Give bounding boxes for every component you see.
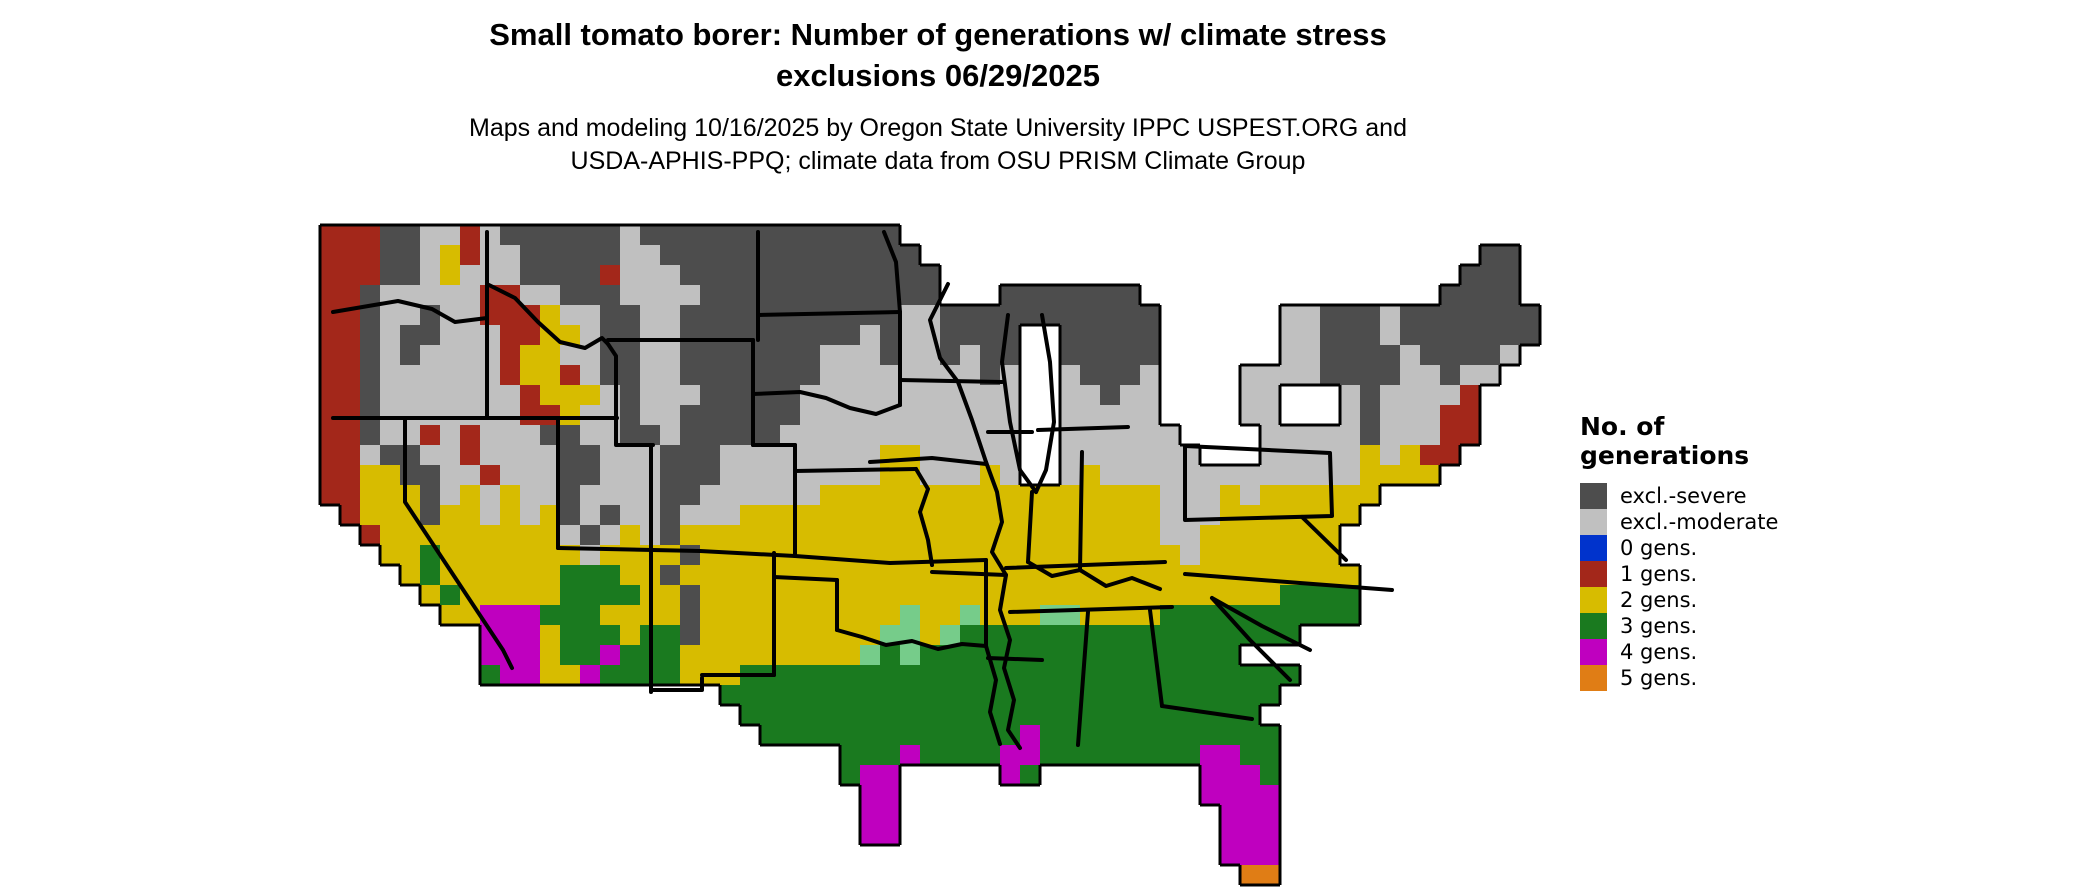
legend-title: No. of generations [1580,412,1778,470]
legend-label: 5 gens. [1620,666,1698,690]
legend-swatch [1580,535,1607,561]
legend-item: 1 gens. [1580,561,1778,587]
legend-title-line1: No. of [1580,412,1665,441]
state-borders [331,230,1394,750]
national-outline [318,223,1542,887]
legend-label: excl.-moderate [1620,510,1779,534]
legend-swatch [1580,483,1607,509]
map-title-line1: Small tomato borer: Number of generation… [489,17,1387,52]
legend-swatch [1580,561,1607,587]
map-subtitle-line2: USDA-APHIS-PPQ; climate data from OSU PR… [570,147,1306,175]
legend-items: excl.-severe excl.-moderate 0 gens. 1 gens.… [1580,483,1778,691]
legend-swatch [1580,509,1607,535]
legend: No. of generations excl.-severe excl.-mod… [1580,412,1778,691]
legend-item: 0 gens. [1580,535,1778,561]
map-subtitle-line1: Maps and modeling 10/16/2025 by Oregon S… [469,114,1407,142]
legend-swatch [1580,587,1607,613]
legend-title-line2: generations [1580,441,1750,470]
legend-swatch [1580,613,1607,639]
legend-swatch [1580,639,1607,665]
legend-item: excl.-moderate [1580,509,1778,535]
legend-item: 5 gens. [1580,665,1778,691]
legend-label: 1 gens. [1620,562,1698,586]
legend-swatch [1580,665,1607,691]
legend-label: 0 gens. [1620,536,1698,560]
map-title-line2: exclusions 06/29/2025 [775,58,1100,93]
legend-item: 3 gens. [1580,613,1778,639]
map-subtitle: Maps and modeling 10/16/2025 by Oregon S… [338,112,1538,178]
legend-label: excl.-severe [1620,484,1747,508]
legend-item: excl.-severe [1580,483,1778,509]
legend-label: 2 gens. [1620,588,1698,612]
legend-label: 3 gens. [1620,614,1698,638]
legend-item: 4 gens. [1580,639,1778,665]
map-title: Small tomato borer: Number of generation… [338,14,1538,96]
legend-label: 4 gens. [1620,640,1698,664]
legend-item: 2 gens. [1580,587,1778,613]
